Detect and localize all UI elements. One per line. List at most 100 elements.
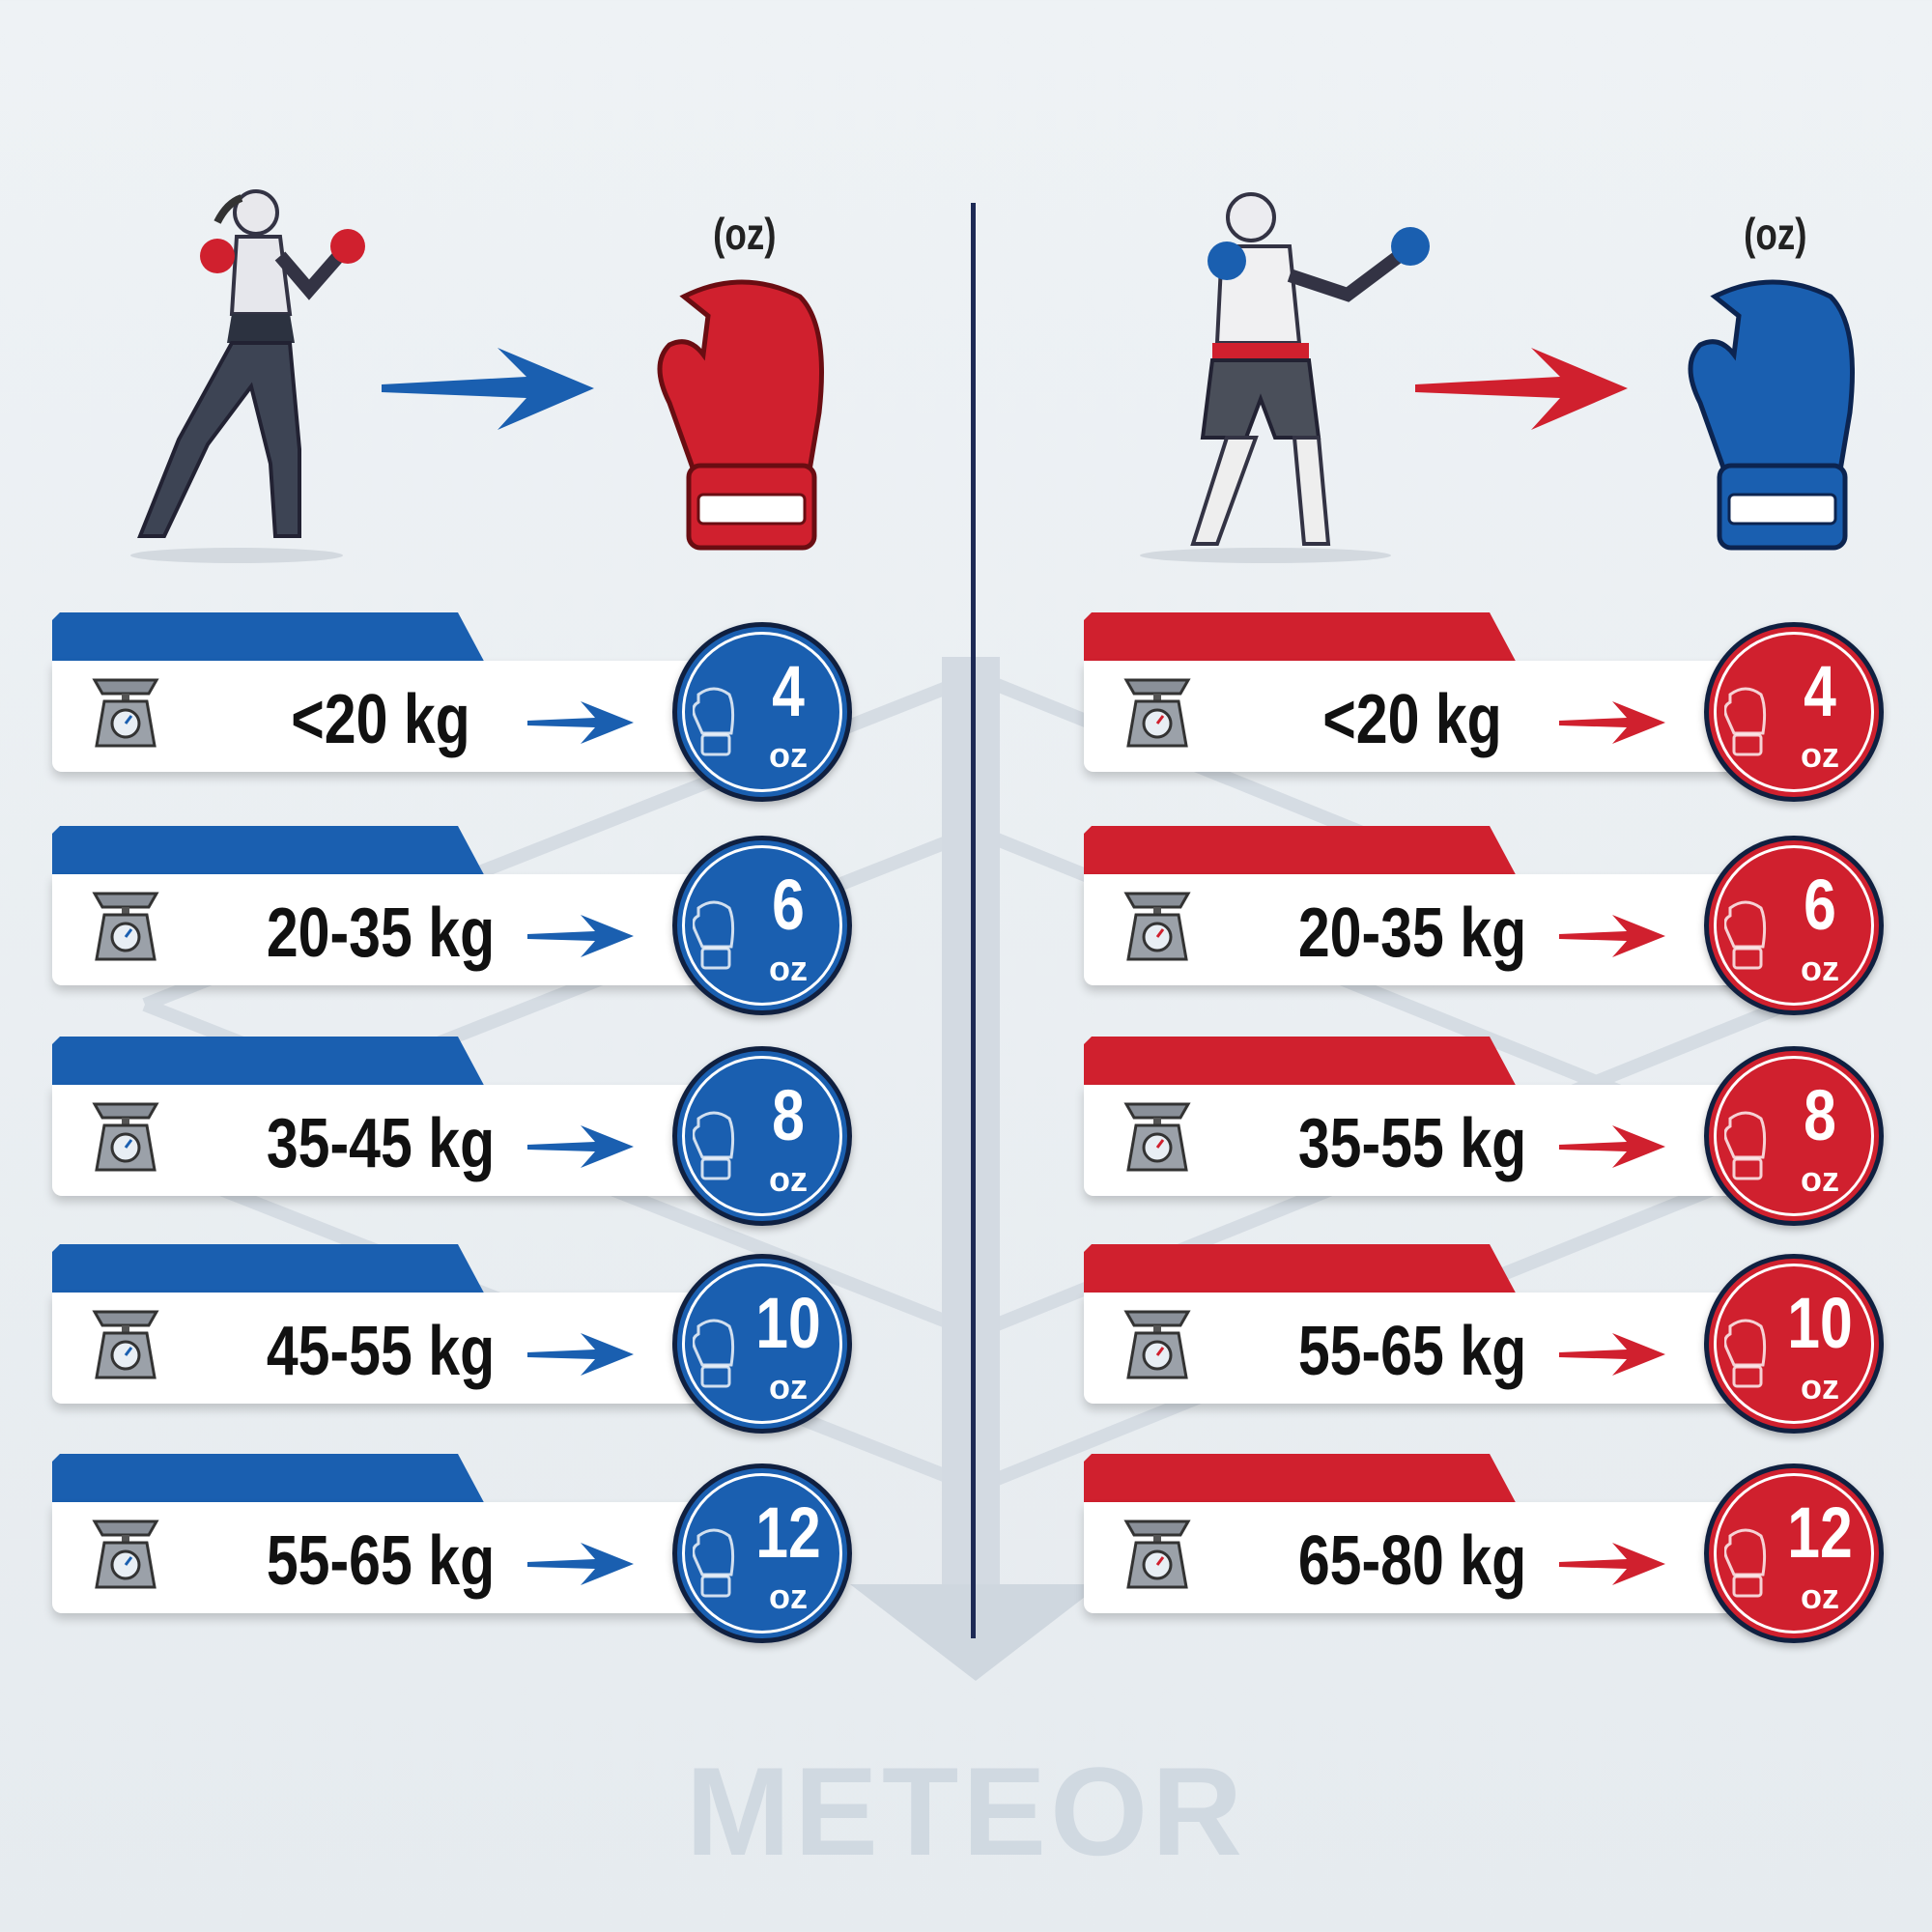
glove-size-badge: 6 oz: [672, 836, 852, 1015]
arrow-right-icon: [527, 915, 634, 962]
right-size-row: 35-55 kg 8 oz: [1084, 1037, 1932, 1246]
weight-range: 35-55 kg: [1297, 1105, 1527, 1182]
row-header-bar: [1084, 826, 1519, 880]
glove-icon: [1723, 898, 1767, 980]
row-header-bar: [1084, 1244, 1519, 1298]
glove-oz-value: 10: [1787, 1283, 1853, 1363]
left-size-row: <20 kg 4 oz: [52, 612, 922, 822]
row-header-bar: [1084, 1454, 1519, 1508]
glove-oz-value: 12: [1787, 1492, 1853, 1573]
glove-oz-value: 4: [1804, 651, 1836, 731]
glove-oz-unit: oz: [769, 735, 808, 775]
glove-size-badge: 12 oz: [1704, 1463, 1884, 1643]
row-header-bar: [52, 1454, 487, 1508]
glove-oz-unit: oz: [1801, 1159, 1839, 1199]
weight-range: 55-65 kg: [1297, 1313, 1527, 1390]
glove-oz-unit: oz: [1801, 949, 1839, 988]
unit-label: (oz): [1744, 209, 1807, 259]
glove-oz-value: 12: [755, 1492, 821, 1573]
blue-glove-icon: [1688, 279, 1855, 551]
arrow-right-icon: [1559, 915, 1665, 962]
unit-label: (oz): [713, 209, 777, 259]
glove-size-badge: 8 oz: [1704, 1046, 1884, 1226]
left-size-row: 35-45 kg 8 oz: [52, 1037, 922, 1246]
glove-size-badge: 6 oz: [1704, 836, 1884, 1015]
right-size-row: 55-65 kg 10 oz: [1084, 1244, 1932, 1454]
weight-range: 20-35 kg: [266, 895, 496, 972]
weighing-scale-icon: [91, 676, 160, 754]
glove-oz-unit: oz: [1801, 1577, 1839, 1616]
glove-oz-value: 8: [772, 1075, 805, 1155]
meteor-logo: METEOR: [685, 1741, 1247, 1882]
row-header-bar: [52, 612, 487, 667]
weighing-scale-icon: [91, 890, 160, 968]
right-size-row: <20 kg 4 oz: [1084, 612, 1932, 822]
weight-range: 20-35 kg: [1297, 895, 1527, 972]
row-header-bar: [1084, 1037, 1519, 1091]
row-header-bar: [52, 826, 487, 880]
glove-size-badge: 4 oz: [1704, 622, 1884, 802]
weight-range: 55-65 kg: [266, 1522, 496, 1600]
female-boxer-icon: [130, 189, 365, 563]
arrow-right-icon: [1559, 1125, 1665, 1173]
right-size-row: 20-35 kg 6 oz: [1084, 826, 1932, 1036]
glove-icon: [692, 685, 735, 767]
glove-oz-unit: oz: [769, 1367, 808, 1406]
glove-icon: [1723, 1526, 1767, 1608]
row-header-bar: [52, 1244, 487, 1298]
weighing-scale-icon: [1122, 890, 1192, 968]
glove-icon: [692, 1317, 735, 1399]
weight-range: 45-55 kg: [266, 1313, 496, 1390]
glove-icon: [692, 1526, 735, 1608]
glove-oz-unit: oz: [769, 1577, 808, 1616]
arrow-right-icon: [527, 1125, 634, 1173]
arrow-right-icon: [527, 701, 634, 749]
weight-range: 65-80 kg: [1297, 1522, 1527, 1600]
red-glove-icon: [657, 279, 824, 551]
weighing-scale-icon: [91, 1308, 160, 1386]
left-size-row: 20-35 kg 6 oz: [52, 826, 922, 1036]
glove-oz-value: 8: [1804, 1075, 1836, 1155]
glove-oz-value: 6: [772, 865, 805, 945]
glove-oz-value: 4: [772, 651, 805, 731]
weighing-scale-icon: [1122, 676, 1192, 754]
glove-size-badge: 12 oz: [672, 1463, 852, 1643]
arrow-right-icon: [527, 1543, 634, 1590]
divider: [971, 203, 976, 1638]
weighing-scale-icon: [91, 1518, 160, 1596]
glove-oz-unit: oz: [1801, 1367, 1839, 1406]
glove-icon: [1723, 1317, 1767, 1399]
glove-size-badge: 4 oz: [672, 622, 852, 802]
glove-size-badge: 8 oz: [672, 1046, 852, 1226]
weight-range: 35-45 kg: [266, 1105, 496, 1182]
weighing-scale-icon: [91, 1100, 160, 1179]
glove-icon: [1723, 685, 1767, 767]
right-size-row: 65-80 kg 12 oz: [1084, 1454, 1932, 1663]
weight-range: <20 kg: [291, 681, 470, 758]
male-boxer-icon: [1140, 192, 1430, 563]
glove-oz-unit: oz: [769, 949, 808, 988]
arrow-right-icon: [1415, 348, 1628, 430]
weighing-scale-icon: [1122, 1308, 1192, 1386]
glove-oz-value: 10: [755, 1283, 821, 1363]
weighing-scale-icon: [1122, 1518, 1192, 1596]
arrow-right-icon: [1559, 1543, 1665, 1590]
glove-oz-unit: oz: [1801, 735, 1839, 775]
glove-oz-unit: oz: [769, 1159, 808, 1199]
glove-icon: [1723, 1109, 1767, 1191]
glove-icon: [692, 1109, 735, 1191]
arrow-right-icon: [527, 1333, 634, 1380]
weight-range: <20 kg: [1322, 681, 1502, 758]
left-size-row: 45-55 kg 10 oz: [52, 1244, 922, 1454]
glove-size-badge: 10 oz: [1704, 1254, 1884, 1434]
arrow-right-icon: [382, 348, 594, 430]
arrow-right-icon: [1559, 1333, 1665, 1380]
glove-size-badge: 10 oz: [672, 1254, 852, 1434]
glove-oz-value: 6: [1804, 865, 1836, 945]
left-size-row: 55-65 kg 12 oz: [52, 1454, 922, 1663]
row-header-bar: [52, 1037, 487, 1091]
row-header-bar: [1084, 612, 1519, 667]
glove-icon: [692, 898, 735, 980]
weighing-scale-icon: [1122, 1100, 1192, 1179]
arrow-right-icon: [1559, 701, 1665, 749]
